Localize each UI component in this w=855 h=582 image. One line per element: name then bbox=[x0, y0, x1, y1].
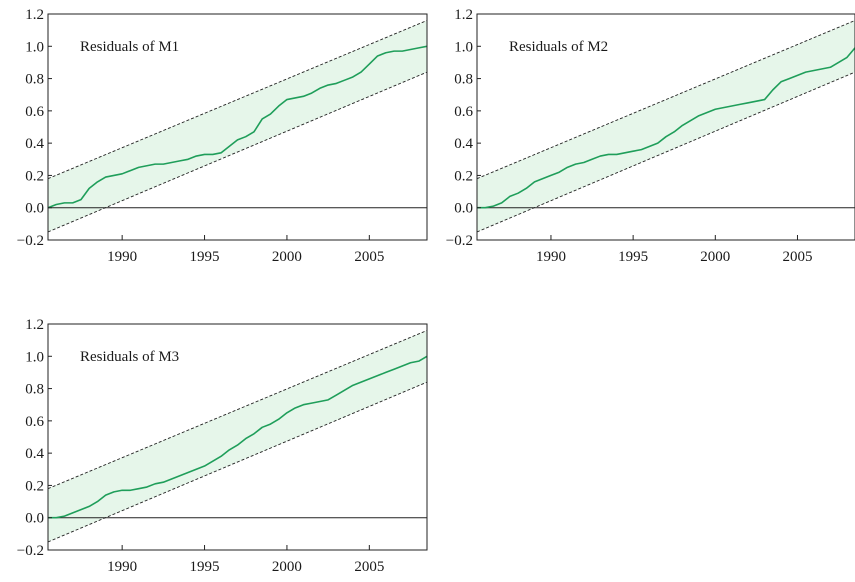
confidence-band bbox=[48, 20, 427, 232]
lower-bound-line bbox=[48, 71, 427, 233]
y-tick-label: 0.8 bbox=[454, 72, 473, 88]
plot-area bbox=[48, 20, 427, 233]
y-tick-label: 0.4 bbox=[25, 446, 44, 462]
y-tick-label: 0.2 bbox=[25, 168, 44, 184]
plot-frame bbox=[47, 323, 428, 551]
x-tick-label: 2005 bbox=[782, 249, 812, 265]
chart-panel-m3: 1.2 1.0 0.8 0.6 0.4 0.2 0.0 −0.2 1990 1995 2000 200… bbox=[17, 317, 428, 575]
y-tick-label: 1.2 bbox=[25, 317, 44, 333]
y-tick-label: 0.6 bbox=[454, 104, 473, 120]
y-tick-label: −0.2 bbox=[17, 233, 44, 249]
y-tick-label: 0.6 bbox=[25, 414, 44, 430]
plot-frame bbox=[476, 13, 855, 241]
y-tick-label: 0.2 bbox=[454, 168, 473, 184]
y-tick-label: 0.8 bbox=[25, 72, 44, 88]
y-tick-label: 1.0 bbox=[25, 39, 44, 55]
y-tick-label: −0.2 bbox=[446, 233, 473, 249]
upper-bound-line bbox=[477, 20, 855, 180]
x-tick-label: 1995 bbox=[190, 249, 220, 265]
plot-area bbox=[477, 20, 855, 233]
panel-title: Residuals of M3 bbox=[80, 349, 179, 365]
panel-title: Residuals of M2 bbox=[509, 39, 608, 55]
y-tick-label: −0.2 bbox=[17, 543, 44, 559]
x-tick-label: 2000 bbox=[700, 249, 730, 265]
y-tick-label: 0.0 bbox=[25, 201, 44, 217]
x-tick-label: 2000 bbox=[272, 249, 302, 265]
x-tick-label: 1990 bbox=[536, 249, 566, 265]
x-tick-label: 1990 bbox=[107, 249, 137, 265]
chart-panel-m1: 1.2 1.0 0.8 0.6 0.4 0.2 0.0 −0.2 1990 1995 2000 200… bbox=[17, 7, 428, 265]
lower-bound-line bbox=[477, 71, 855, 233]
y-tick-label: 0.6 bbox=[25, 104, 44, 120]
confidence-band bbox=[477, 20, 855, 232]
y-tick-label: 0.4 bbox=[25, 136, 44, 152]
y-tick-label: 0.0 bbox=[454, 201, 473, 217]
y-tick-label: 1.2 bbox=[454, 7, 473, 23]
plot-area bbox=[48, 330, 427, 543]
residual-series-line bbox=[477, 47, 855, 209]
lower-bound-line bbox=[48, 381, 427, 543]
y-tick-label: 1.0 bbox=[454, 39, 473, 55]
y-tick-label: 1.0 bbox=[25, 349, 44, 365]
panel-title: Residuals of M1 bbox=[80, 39, 179, 55]
x-tick-label: 2005 bbox=[354, 249, 384, 265]
confidence-band bbox=[48, 330, 427, 542]
plot-frame bbox=[47, 13, 428, 241]
y-tick-label: 0.2 bbox=[25, 478, 44, 494]
x-tick-label: 1990 bbox=[107, 559, 137, 575]
x-tick-label: 2000 bbox=[272, 559, 302, 575]
x-tick-label: 1995 bbox=[190, 559, 220, 575]
residual-series-line bbox=[48, 355, 427, 519]
y-tick-label: 0.0 bbox=[25, 511, 44, 527]
residual-series-line bbox=[48, 45, 427, 209]
upper-bound-line bbox=[48, 20, 427, 180]
upper-bound-line bbox=[48, 330, 427, 490]
y-tick-label: 0.8 bbox=[25, 382, 44, 398]
x-tick-label: 1995 bbox=[618, 249, 648, 265]
chart-panel-m2: 1.2 1.0 0.8 0.6 0.4 0.2 0.0 −0.2 1990 1995 2000 200… bbox=[446, 7, 855, 265]
x-tick-label: 2005 bbox=[354, 559, 384, 575]
y-tick-label: 1.2 bbox=[25, 7, 44, 23]
y-tick-label: 0.4 bbox=[454, 136, 473, 152]
